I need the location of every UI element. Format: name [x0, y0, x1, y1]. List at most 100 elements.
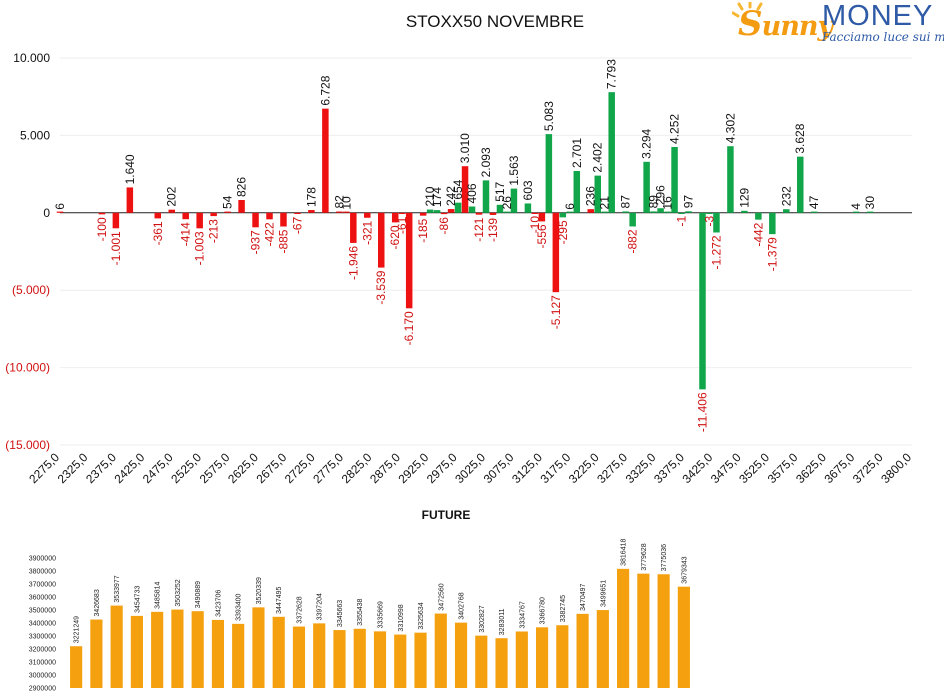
bar: [852, 211, 860, 213]
bar: [769, 212, 776, 235]
data-label: 3499651: [600, 580, 607, 607]
bar: [596, 610, 609, 688]
bar: [454, 622, 468, 688]
data-label: -1.272: [709, 235, 723, 269]
bar: [292, 626, 306, 688]
data-label: 54: [221, 195, 235, 209]
bar: [252, 607, 265, 688]
data-label: -139: [486, 218, 500, 242]
data-label: 3345663: [337, 600, 344, 627]
data-label: 2.093: [479, 147, 493, 177]
bar: [405, 212, 413, 309]
x-tick-label: 3275,0: [594, 450, 630, 486]
y-tick-label: 3400000: [29, 621, 56, 628]
y-tick-label: 3500000: [29, 608, 56, 615]
data-label: 3402768: [459, 592, 466, 619]
bar: [617, 568, 630, 688]
bar: [643, 161, 650, 213]
data-label: 3472560: [438, 583, 445, 610]
bar: [657, 574, 670, 688]
data-label: 3447495: [276, 586, 283, 613]
data-label: 87: [619, 195, 633, 209]
bar: [552, 212, 560, 293]
bar: [191, 611, 204, 688]
y-tick-label: 5.000: [20, 128, 50, 142]
bar: [664, 211, 671, 213]
bar: [308, 210, 315, 213]
data-label: 3454733: [134, 586, 141, 613]
bar: [70, 646, 83, 688]
data-label: 3503252: [175, 579, 182, 606]
x-tick-label: 2575,0: [197, 450, 233, 486]
bar: [294, 212, 301, 214]
bar: [594, 175, 601, 213]
bar: [637, 573, 650, 688]
data-label: -11.406: [695, 392, 709, 432]
bar: [440, 212, 448, 215]
bar: [398, 212, 406, 214]
data-label: 3470497: [580, 583, 587, 610]
data-label: -885: [276, 229, 290, 253]
chart-title: STOXX50 NOVEMBRE: [406, 12, 584, 31]
data-label: 3779628: [641, 543, 648, 570]
bar: [232, 623, 245, 688]
data-label: -620: [388, 225, 402, 249]
x-tick-label: 3575,0: [765, 450, 801, 486]
data-label: 3775036: [661, 544, 668, 571]
data-label: 232: [779, 186, 793, 206]
y-tick-label: (5.000): [12, 283, 50, 297]
x-tick-label: 2725,0: [282, 450, 318, 486]
y-tick-label: 3300000: [29, 634, 56, 641]
x-tick-label: 3475,0: [708, 450, 744, 486]
x-tick-label: 3075,0: [481, 450, 517, 486]
x-tick-label: 3025,0: [452, 450, 488, 486]
bar: [503, 211, 511, 213]
data-label: 3382745: [560, 595, 567, 622]
data-label: -1: [675, 215, 689, 226]
data-label: 3302827: [479, 605, 486, 632]
data-label: 3679343: [681, 556, 688, 583]
bar: [587, 209, 595, 213]
bar: [343, 211, 350, 213]
logo-tagline: Facciamo luce sui mercati: [822, 30, 944, 44]
data-label: 47: [807, 195, 821, 209]
data-label: -86: [437, 217, 451, 235]
data-label: 3310998: [398, 604, 405, 631]
data-label: 236: [584, 186, 598, 206]
bar: [706, 212, 713, 214]
x-tick-label: 3125,0: [509, 450, 545, 486]
bar: [313, 623, 326, 688]
data-label: 3485814: [155, 581, 162, 608]
data-label: -3.539: [374, 270, 388, 304]
x-tick-label: 3800,0: [878, 450, 914, 486]
x-tick-label: 2775,0: [310, 450, 346, 486]
bar: [678, 212, 685, 214]
bar: [377, 212, 385, 268]
bar: [196, 212, 203, 229]
y-tick-label: 2900000: [29, 686, 56, 693]
bar: [447, 209, 455, 213]
y-tick-label: 3800000: [29, 569, 56, 576]
bar: [699, 212, 706, 390]
data-label: 3355438: [357, 598, 364, 625]
data-label: 3533977: [114, 575, 121, 602]
sunny-money-logo: Sunny MONEY Facciamo luce sui mercati: [730, 0, 944, 46]
y-tick-label: 3600000: [29, 595, 56, 602]
data-label: -61: [395, 216, 409, 234]
data-label: 654: [451, 179, 465, 199]
bar: [468, 206, 476, 213]
bar: [545, 134, 553, 213]
future-chart-title: FUTURE: [422, 508, 471, 522]
data-label: 6: [53, 203, 67, 210]
data-label: 6: [563, 203, 577, 210]
bar: [556, 625, 569, 688]
bar: [391, 212, 399, 223]
bar: [394, 634, 407, 688]
data-label: 296: [654, 185, 668, 205]
data-label: 3490889: [195, 581, 202, 608]
data-label: 3423706: [215, 590, 222, 617]
bar: [489, 212, 497, 215]
x-tick-label: 3525,0: [736, 450, 772, 486]
x-tick-label: 3225,0: [566, 450, 602, 486]
bar: [531, 212, 539, 214]
